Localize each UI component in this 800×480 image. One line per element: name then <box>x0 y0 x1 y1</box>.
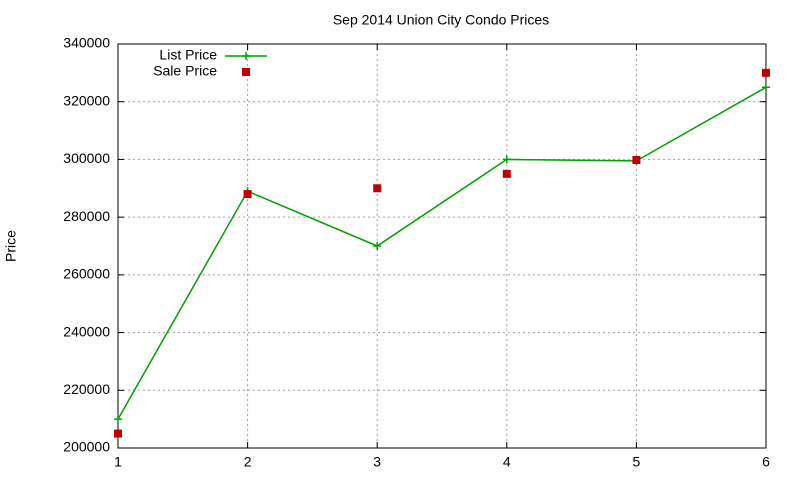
y-tick-label: 240000 <box>63 323 110 339</box>
point-marker <box>114 415 122 424</box>
point-marker <box>243 190 252 199</box>
y-tick-label: 320000 <box>63 92 110 108</box>
point-marker <box>502 155 511 164</box>
series-line <box>117 86 767 420</box>
x-tick-label: 6 <box>762 454 770 470</box>
y-tick-label: 200000 <box>63 439 110 455</box>
point-marker <box>632 156 641 165</box>
legend-label: Sale Price <box>153 63 217 79</box>
y-tick-label: 280000 <box>63 208 110 224</box>
point-marker <box>373 242 382 250</box>
legend-label: List Price <box>159 47 217 63</box>
y-axis-label: Price <box>3 230 19 262</box>
point-marker <box>373 184 382 193</box>
x-tick-label: 4 <box>503 454 511 470</box>
y-tick-label: 340000 <box>63 35 110 51</box>
point-marker <box>762 68 770 77</box>
x-tick-label: 5 <box>633 454 641 470</box>
point-marker <box>502 169 511 178</box>
point-marker <box>762 83 770 92</box>
legend-swatch <box>242 52 250 60</box>
x-tick-label: 3 <box>373 454 381 470</box>
y-tick-label: 260000 <box>63 266 110 282</box>
chart-title: Sep 2014 Union City Condo Prices <box>333 12 549 28</box>
x-tick-label: 1 <box>114 454 122 470</box>
y-tick-label: 220000 <box>63 381 110 397</box>
legend-swatch <box>242 68 250 76</box>
plot-border <box>117 43 767 449</box>
y-tick-label: 300000 <box>63 150 110 166</box>
x-tick-label: 2 <box>244 454 252 470</box>
point-marker <box>114 429 122 438</box>
